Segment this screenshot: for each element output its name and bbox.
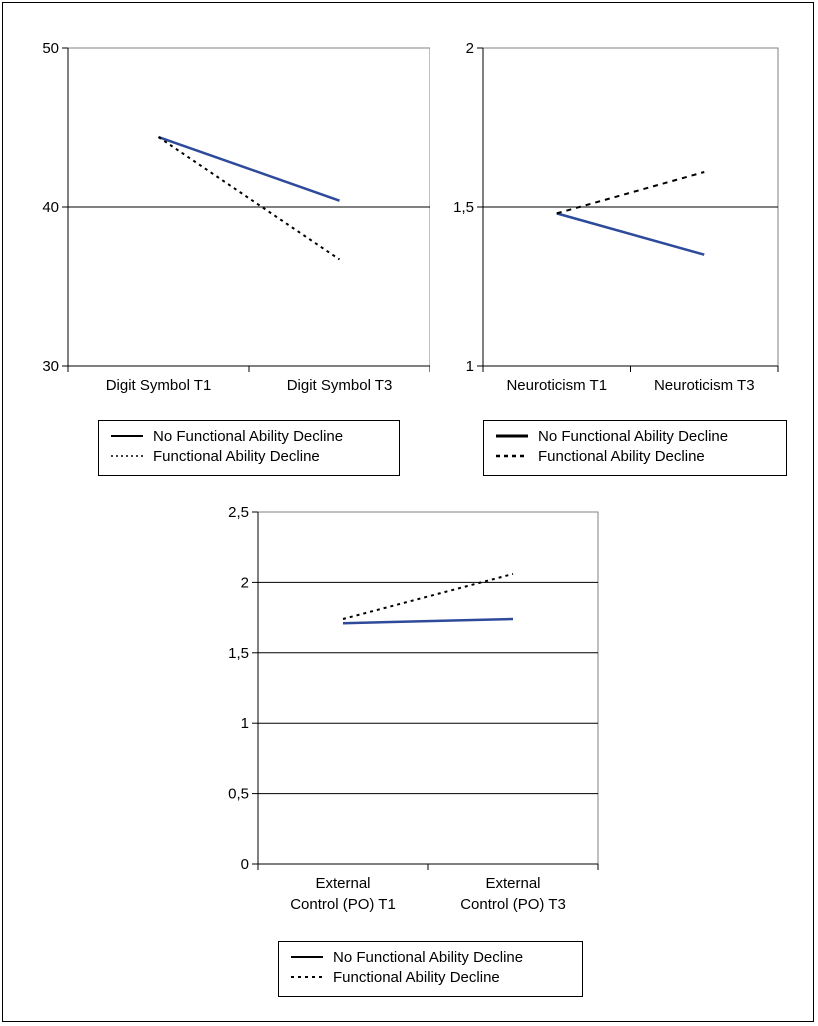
x-tick-label: Neuroticism T3	[654, 377, 755, 394]
legend-label-decline: Functional Ability Decline	[153, 447, 320, 465]
y-tick-label: 50	[42, 40, 59, 57]
series-line-no-decline	[556, 212, 705, 256]
legend-swatch-solid	[291, 956, 323, 958]
chart-neuroticism: 1 1,5 2 Neuroticism T1 Neuroticism T3	[453, 40, 779, 394]
legend-label-decline: Functional Ability Decline	[538, 447, 705, 465]
y-tick-label: 0,5	[228, 786, 249, 803]
series-line-decline	[157, 136, 341, 261]
y-tick-label: 2	[466, 40, 474, 57]
y-tick-label: 1	[241, 715, 249, 732]
plot-area	[257, 511, 599, 865]
y-tick-label: 30	[42, 358, 59, 375]
chart-external-control: 0 0,5 1 1,5 2 2,5 External Control (PO) T1 Exter…	[228, 504, 599, 913]
legend-item-no-decline: No Functional Ability Decline	[289, 947, 574, 967]
x-tick-label: External Control (PO) T3	[460, 875, 566, 913]
y-tick-label: 1,5	[453, 199, 474, 216]
legend-label-no-decline: No Functional Ability Decline	[538, 427, 729, 445]
legend-label-no-decline: No Functional Ability Decline	[333, 948, 524, 966]
series-line-no-decline	[158, 135, 340, 202]
series-line-decline	[342, 572, 514, 620]
legend-swatch-solid	[111, 435, 143, 437]
y-tick-label: 40	[42, 199, 59, 216]
y-tick-label: 1	[466, 358, 474, 375]
legend-swatch-dashed	[496, 454, 528, 458]
legend-swatch-dotted	[291, 976, 323, 978]
series-line-no-decline	[342, 617, 514, 625]
y-tick-label: 0	[241, 856, 249, 873]
legend-swatch-solid	[496, 434, 528, 438]
legend-external-control: No Functional Ability Decline Functional…	[278, 941, 583, 997]
x-tick-label: Digit Symbol T1	[106, 377, 212, 394]
y-tick-label: 2,5	[228, 504, 249, 521]
legend-label-no-decline: No Functional Ability Decline	[153, 427, 344, 445]
x-tick-label: Neuroticism T1	[506, 377, 607, 394]
y-tick-label: 2	[241, 574, 249, 591]
legend-item-no-decline: No Functional Ability Decline	[494, 426, 778, 446]
legend-item-decline: Functional Ability Decline	[109, 446, 391, 466]
x-tick-label: Digit Symbol T3	[287, 377, 393, 394]
legend-neuroticism: No Functional Ability Decline Functional…	[483, 420, 787, 476]
legend-item-decline: Functional Ability Decline	[289, 967, 574, 987]
legend-swatch-dotted	[111, 455, 143, 457]
legend-item-no-decline: No Functional Ability Decline	[109, 426, 391, 446]
legend-item-decline: Functional Ability Decline	[494, 446, 778, 466]
legend-digit-symbol: No Functional Ability Decline Functional…	[98, 420, 400, 476]
chart-digit-symbol: 30 40 50 Digit Symbol T1 Digit Symbol T3	[42, 40, 430, 394]
legend-label-decline: Functional Ability Decline	[333, 968, 500, 986]
x-tick-label: External Control (PO) T1	[290, 875, 396, 913]
y-tick-label: 1,5	[228, 645, 249, 662]
